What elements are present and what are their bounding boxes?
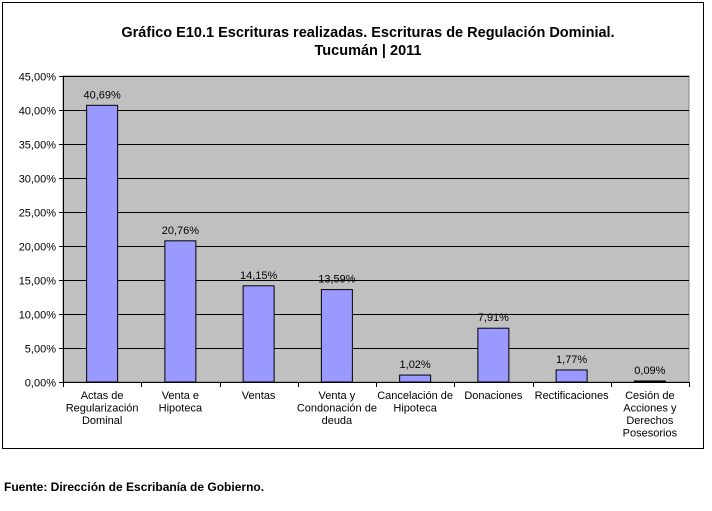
chart-title-line-1: Gráfico E10.1 Escrituras realizadas. Esc… (121, 25, 614, 41)
x-category-label: Hipoteca (393, 403, 437, 415)
data-label: 40,69% (83, 89, 121, 101)
x-category-label: deuda (322, 415, 353, 427)
x-category-label: Posesorios (623, 428, 678, 440)
y-tick-label: 0,00% (25, 378, 56, 390)
bar (242, 285, 275, 383)
bar (477, 327, 510, 383)
x-category-label: Ventas (242, 390, 276, 402)
y-tick-label: 30,00% (19, 174, 57, 186)
x-category-label: Condonación de (297, 403, 377, 415)
bar-chart: Gráfico E10.1 Escrituras realizadas. Esc… (19, 25, 690, 440)
y-tick-label: 10,00% (19, 310, 57, 322)
y-tick-label: 15,00% (19, 276, 57, 288)
x-category-label: Venta y (319, 390, 356, 402)
x-category-label: Actas de (81, 390, 124, 402)
x-category-label: Regularización (66, 403, 139, 415)
x-category-label: Donaciones (464, 390, 523, 402)
chart-frame: Gráfico E10.1 Escrituras realizadas. Esc… (2, 2, 704, 449)
x-category-label: Hipoteca (159, 403, 203, 415)
data-label: 13,59% (318, 274, 356, 286)
y-tick-label: 40,00% (19, 106, 57, 118)
x-category-label: Rectificaciones (535, 390, 609, 402)
y-tick-label: 25,00% (19, 208, 57, 220)
bar (399, 374, 432, 383)
bar (164, 240, 197, 383)
data-label: 1,02% (400, 359, 431, 371)
bar (86, 104, 119, 383)
x-category-label: Acciones y (623, 403, 677, 415)
y-tick-label: 45,00% (19, 72, 57, 84)
data-label: 0,09% (634, 365, 665, 377)
y-tick-label: 5,00% (25, 344, 56, 356)
data-label: 14,15% (240, 270, 278, 282)
y-tick-label: 35,00% (19, 140, 57, 152)
x-category-label: Derechos (626, 415, 674, 427)
x-category-label: Cesión de (625, 390, 675, 402)
plot-area (62, 75, 690, 383)
bar (633, 380, 666, 383)
bar (320, 289, 353, 383)
data-label: 1,77% (556, 354, 587, 366)
bar (555, 369, 588, 383)
data-label: 20,76% (162, 225, 200, 237)
x-category-label: Dominal (82, 415, 122, 427)
y-tick-label: 20,00% (19, 242, 57, 254)
data-label: 7,91% (478, 312, 509, 324)
x-category-label: Venta e (162, 390, 199, 402)
chart-title-line-2: Tucumán | 2011 (315, 43, 422, 59)
source-note: Fuente: Dirección de Escribanía de Gobie… (4, 480, 265, 494)
x-category-label: Cancelación de (377, 390, 453, 402)
